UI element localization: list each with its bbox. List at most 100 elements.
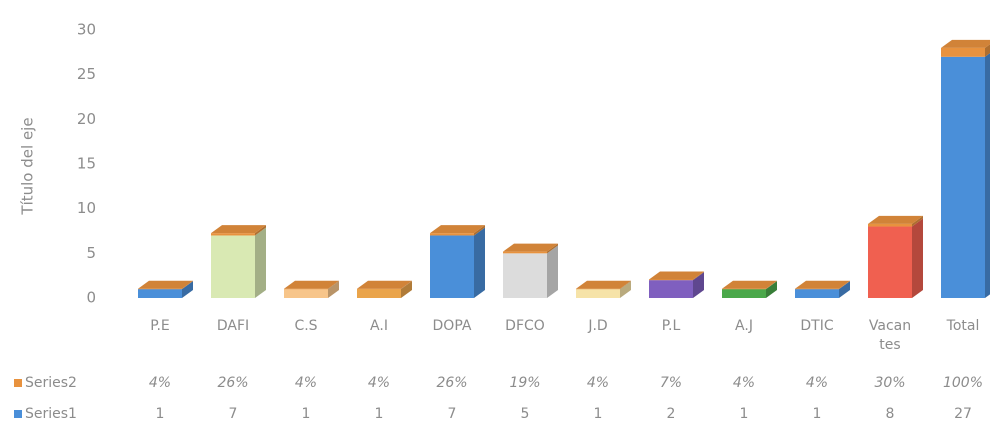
x-tick-label: DFCO	[505, 318, 545, 334]
bar-segment	[138, 289, 182, 298]
y-tick-label: 10	[77, 199, 96, 217]
bar-top	[576, 280, 631, 289]
bar-side	[547, 245, 558, 298]
data-label: 4%	[806, 375, 828, 391]
x-tick-label: A.I	[370, 318, 388, 334]
bar-top	[941, 39, 990, 48]
bar-segment	[941, 47, 985, 57]
bar-side	[401, 281, 412, 298]
bar-segment	[722, 288, 766, 290]
bar-top	[284, 280, 339, 289]
bar-top	[357, 280, 412, 289]
y-tick-label: 0	[86, 289, 96, 307]
bar-segment	[868, 226, 912, 298]
bar-side	[985, 44, 990, 57]
data-label: 26%	[436, 375, 467, 391]
y-tick-label: 20	[77, 110, 96, 128]
x-tick-label: Vacan tes	[869, 318, 911, 353]
bar-side	[912, 218, 923, 298]
data-label: 4%	[587, 375, 609, 391]
x-tick-label: DTIC	[800, 318, 833, 334]
bar-segment	[649, 279, 693, 281]
data-label: 7%	[660, 375, 682, 391]
x-tick-label: J.D	[587, 318, 607, 334]
legend-key	[14, 379, 22, 387]
bar-side	[766, 281, 777, 298]
data-label: 2	[667, 406, 676, 422]
bar-side	[474, 225, 485, 236]
bar-segment	[138, 288, 182, 290]
bar-side	[328, 281, 339, 298]
bar-segment	[868, 223, 912, 227]
bar-side	[839, 281, 850, 298]
bar-segment	[357, 289, 401, 298]
bar-top	[722, 280, 777, 289]
bar-side	[620, 281, 631, 298]
bar-side	[182, 280, 193, 290]
data-label: 7	[229, 406, 238, 422]
bar-segment	[430, 233, 474, 236]
bar-side	[766, 280, 777, 290]
bar-top	[503, 243, 558, 252]
y-axis-label: Título del eje	[19, 117, 37, 215]
bar-top	[795, 280, 850, 289]
x-tick-label: DAFI	[217, 318, 249, 334]
bar-side	[693, 272, 704, 298]
bar-segment	[795, 289, 839, 298]
bar-segment	[576, 288, 620, 290]
bar-side	[255, 225, 266, 236]
bar-segment	[503, 251, 547, 254]
bar-side	[693, 271, 704, 281]
data-label: 1	[594, 406, 603, 422]
data-label: 1	[375, 406, 384, 422]
bar-side	[328, 280, 339, 290]
bar-segment	[357, 288, 401, 290]
bar-segment	[941, 56, 985, 298]
bar-segment	[649, 280, 693, 298]
bar-side	[547, 243, 558, 254]
data-label: 7	[448, 406, 457, 422]
legend-key	[14, 410, 22, 418]
data-label: 1	[156, 406, 165, 422]
bar-segment	[576, 289, 620, 298]
y-tick-label: 25	[77, 65, 96, 83]
x-tick-label: C.S	[294, 318, 317, 334]
data-label: 26%	[217, 375, 248, 391]
bar-segment	[503, 253, 547, 298]
data-label: 4%	[733, 375, 755, 391]
data-label: 5	[521, 406, 530, 422]
data-label: 27	[954, 406, 972, 422]
bar-top	[430, 225, 485, 234]
bar-side	[182, 281, 193, 298]
bar-side	[255, 227, 266, 298]
bar-top	[649, 271, 704, 280]
bar-side	[912, 215, 923, 227]
data-label: 4%	[149, 375, 171, 391]
bar-segment	[284, 288, 328, 290]
bar-side	[474, 227, 485, 298]
x-tick-label: P.L	[662, 318, 681, 334]
bar-side	[620, 280, 631, 290]
x-tick-label: Total	[946, 318, 980, 334]
data-label: 19%	[509, 375, 540, 391]
y-tick-label: 30	[77, 21, 96, 39]
bar-top	[138, 280, 193, 289]
x-tick-label: P.E	[150, 318, 170, 334]
data-label: 1	[302, 406, 311, 422]
data-label: 4%	[368, 375, 390, 391]
bar-segment	[211, 235, 255, 298]
legend-label: Series2	[25, 375, 77, 391]
y-tick-label: 5	[86, 244, 96, 262]
bar-segment	[211, 233, 255, 236]
bar-segment	[284, 289, 328, 298]
bar-side	[401, 280, 412, 290]
bar-segment	[722, 289, 766, 298]
bar-segment	[795, 288, 839, 290]
bar-segment	[430, 235, 474, 298]
data-label: 4%	[295, 375, 317, 391]
data-label: 8	[886, 406, 895, 422]
x-tick-label: A.J	[735, 318, 753, 334]
y-tick-label: 15	[77, 155, 96, 173]
data-label: 1	[740, 406, 749, 422]
